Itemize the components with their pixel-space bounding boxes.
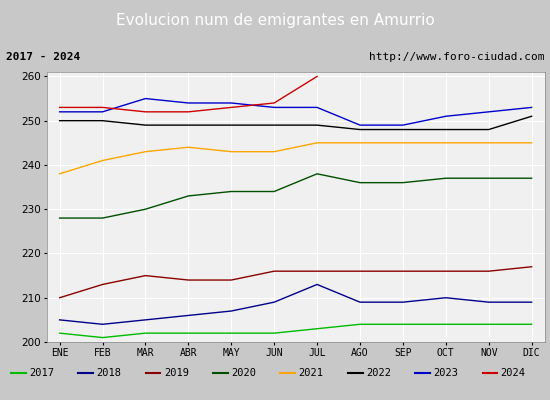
Text: 2018: 2018 bbox=[96, 368, 122, 378]
Text: http://www.foro-ciudad.com: http://www.foro-ciudad.com bbox=[369, 52, 544, 62]
Text: 2022: 2022 bbox=[366, 368, 391, 378]
Text: 2023: 2023 bbox=[433, 368, 458, 378]
Text: 2017 - 2024: 2017 - 2024 bbox=[6, 52, 80, 62]
Text: 2017: 2017 bbox=[29, 368, 54, 378]
Text: 2021: 2021 bbox=[299, 368, 323, 378]
Text: Evolucion num de emigrantes en Amurrio: Evolucion num de emigrantes en Amurrio bbox=[116, 14, 435, 28]
Text: 2024: 2024 bbox=[500, 368, 526, 378]
Text: 2019: 2019 bbox=[164, 368, 189, 378]
Text: 2020: 2020 bbox=[231, 368, 256, 378]
